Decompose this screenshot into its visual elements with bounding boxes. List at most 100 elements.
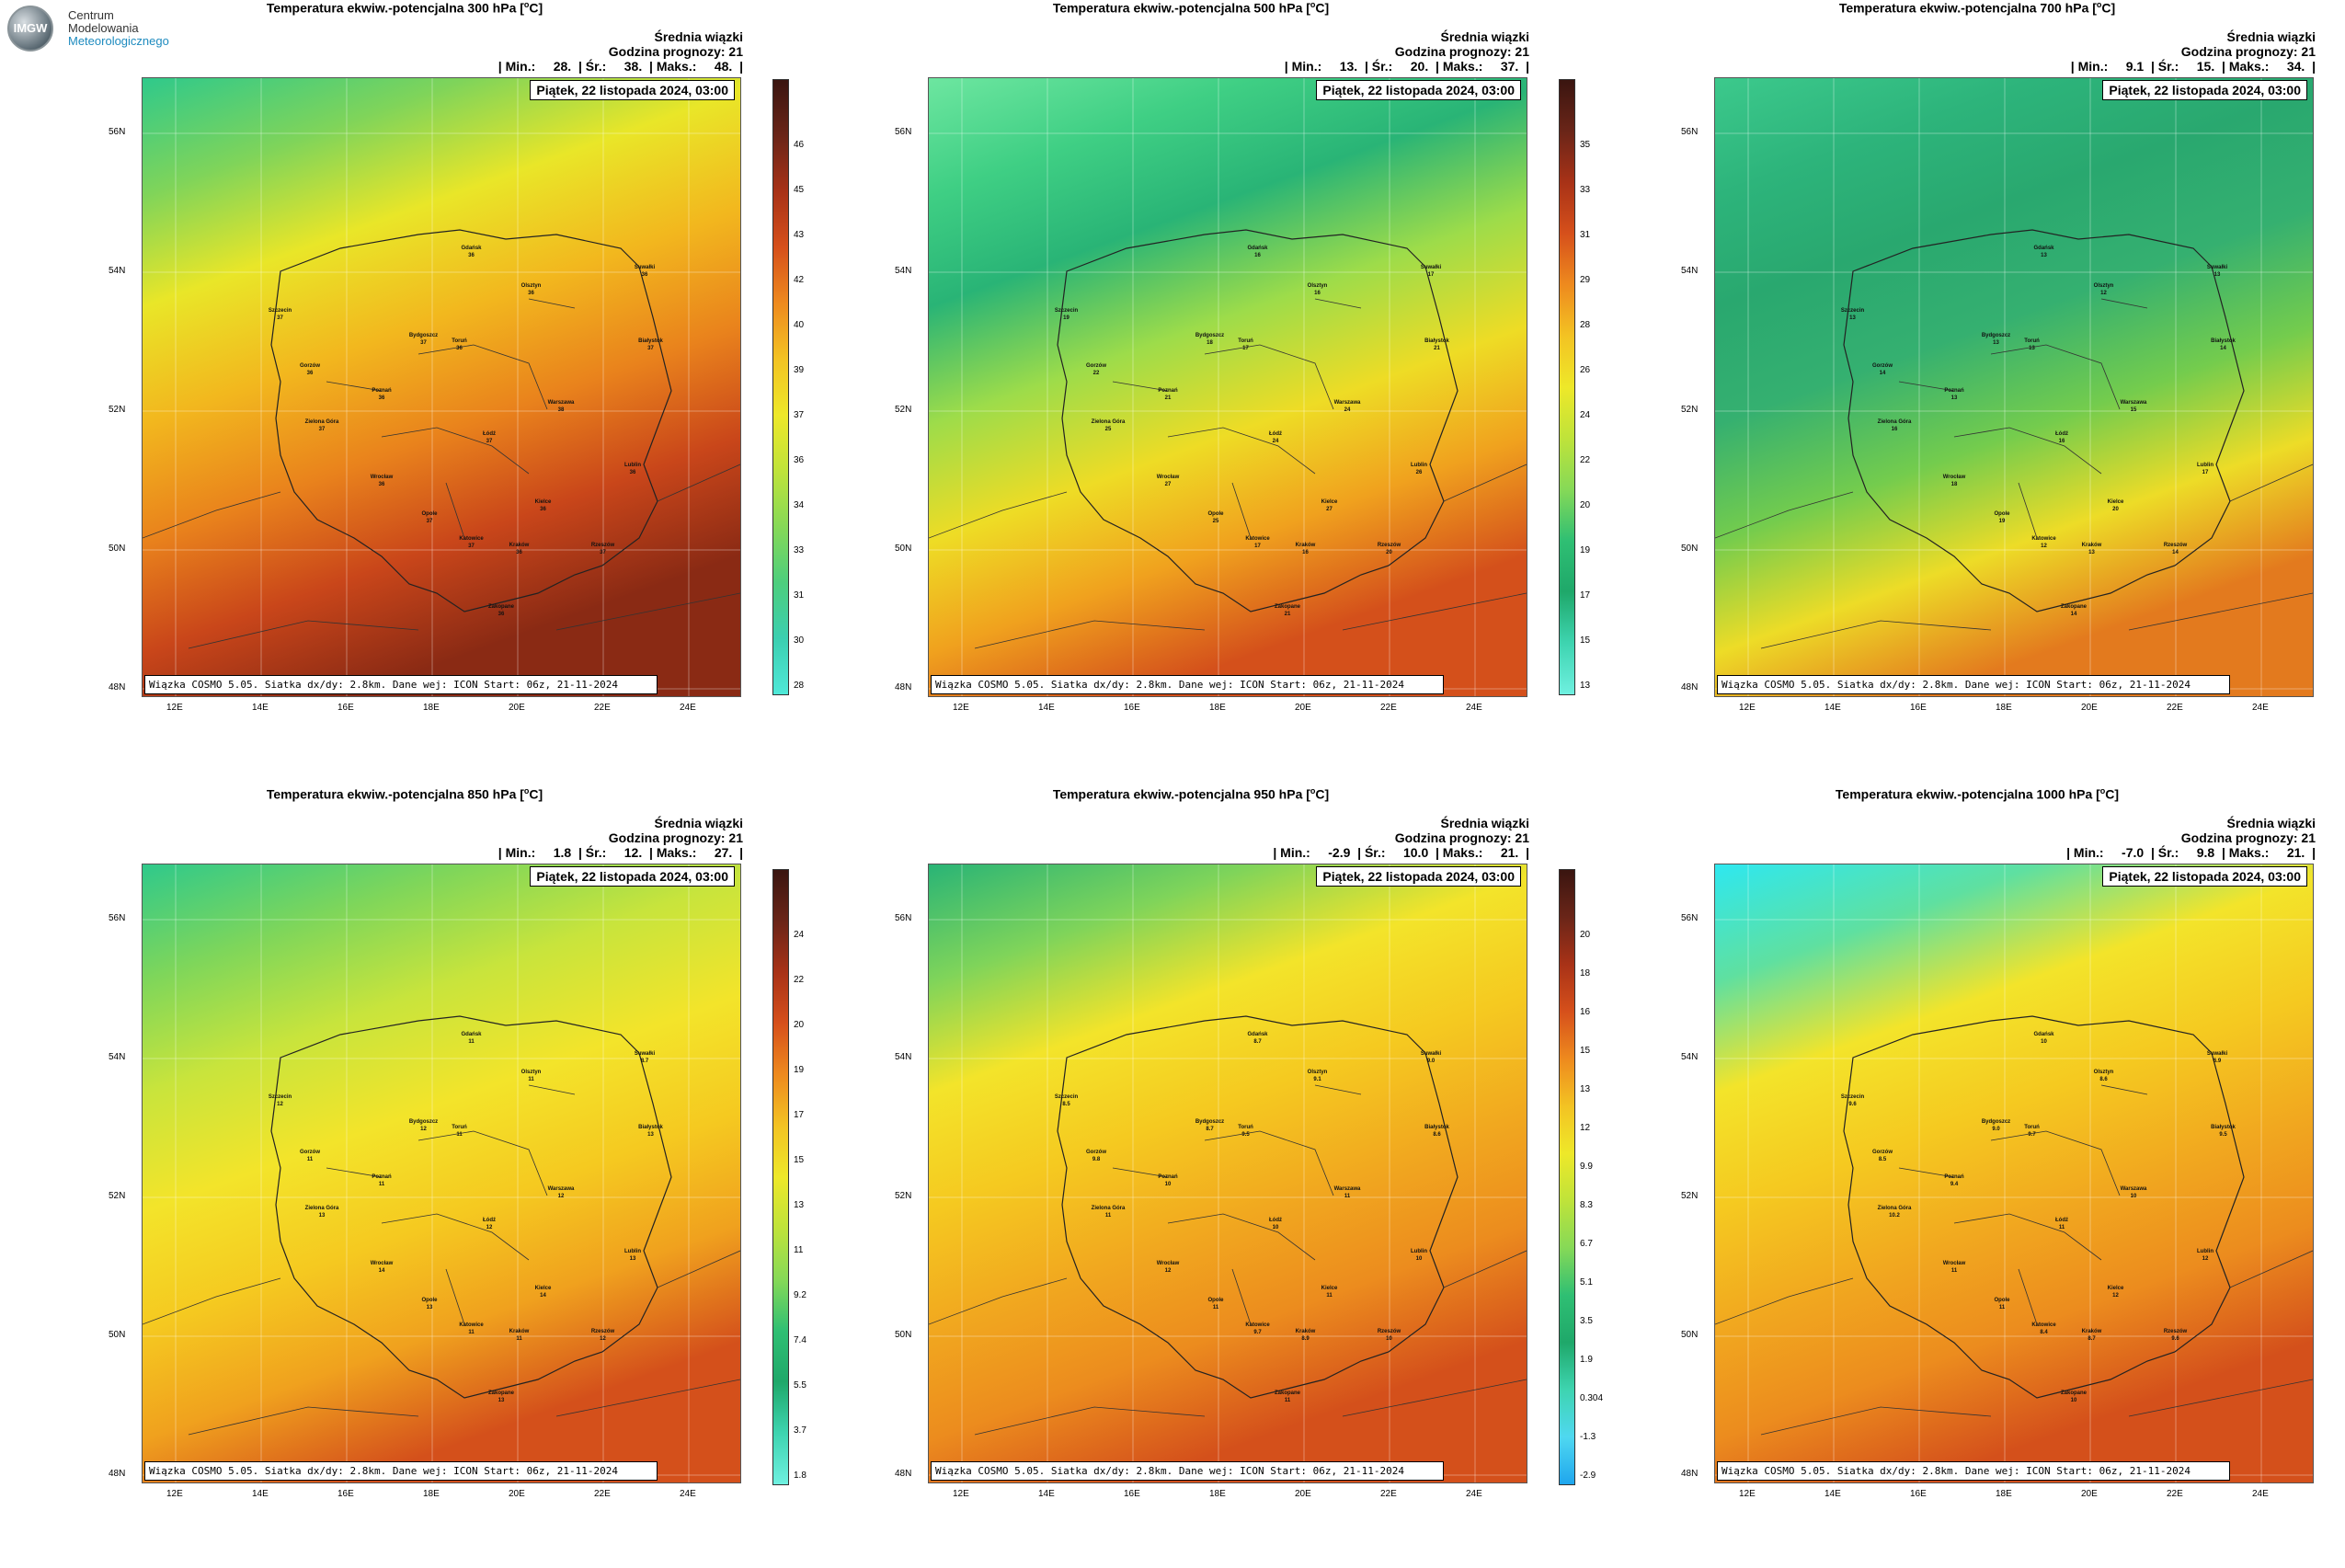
colorbar-tick: 18 [1580, 968, 1591, 979]
city-label: Toruń 13 [2024, 338, 2040, 352]
model-info: Wiązka COSMO 5.05. Siatka dx/dy: 2.8km. … [931, 1461, 1444, 1481]
colorbar [772, 79, 789, 695]
forecast-date: Piątek, 22 listopada 2024, 03:00 [2102, 80, 2307, 100]
city-label: Gorzów 22 [1086, 363, 1106, 377]
city-label: Zielona Góra 11 [1091, 1205, 1126, 1219]
city-label: Lublin 17 [2197, 462, 2213, 475]
city-label: Olsztyn 8.6 [2093, 1069, 2114, 1082]
latitude-label: 52N [1681, 405, 1699, 415]
colorbar-tick: 34 [794, 500, 805, 510]
longitude-label: 14E [1038, 703, 1055, 713]
panel-title: Temperatura ekwiw.-potencjalna 700 hPa [… [1838, 0, 2116, 16]
city-label: Toruń 36 [452, 338, 467, 352]
latitude-label: 54N [109, 1052, 126, 1062]
model-info: Wiązka COSMO 5.05. Siatka dx/dy: 2.8km. … [931, 675, 1444, 694]
panel-title: Temperatura ekwiw.-potencjalna 850 hPa [… [266, 786, 543, 802]
colorbar-tick: 16 [1580, 1007, 1591, 1017]
colorbar-tick: 13 [794, 1200, 805, 1210]
colorbar-tick: 0.304 [1580, 1393, 1604, 1403]
longitude-label: 12E [953, 1489, 969, 1499]
latitude-label: 48N [1681, 1469, 1699, 1479]
forecast-map[interactable]: Gdańsk 11 Suwałki 8.7 Olsztyn 11 Szczecin 12 Byd… [142, 864, 741, 1483]
city-label: Białystok 13 [638, 1125, 663, 1139]
colorbar-tick: 33 [794, 545, 805, 555]
city-label: Katowice 12 [2031, 536, 2056, 550]
city-label: Bydgoszcz 8.7 [1195, 1118, 1225, 1132]
city-label: Opole 11 [1207, 1298, 1224, 1311]
city-label: Kraków 16 [1295, 543, 1316, 555]
city-label: Kraków 11 [509, 1329, 530, 1342]
city-label: Kraków 8.7 [2081, 1329, 2102, 1342]
longitude-label: 16E [1910, 1489, 1927, 1499]
colorbar-tick: 37 [794, 410, 805, 420]
forecast-map[interactable]: Gdańsk 13 Suwałki 13 Olsztyn 12 Szczecin 13 Bydg… [1714, 77, 2314, 697]
longitude-label: 14E [252, 703, 269, 713]
forecast-date: Piątek, 22 listopada 2024, 03:00 [530, 80, 735, 100]
model-info: Wiązka COSMO 5.05. Siatka dx/dy: 2.8km. … [144, 1461, 658, 1481]
latitude-label: 56N [109, 913, 126, 923]
colorbar-tick: 39 [794, 365, 805, 375]
city-label: Łódź 16 [2055, 431, 2068, 445]
city-label: Kielce 11 [1321, 1285, 1338, 1299]
map-panel: Temperatura ekwiw.-potencjalna 700 hPa [… [1628, 0, 2345, 782]
city-label: Olsztyn 9.1 [1307, 1069, 1328, 1082]
latitude-label: 50N [1681, 1330, 1699, 1340]
latitude-label: 50N [895, 1330, 912, 1340]
city-label: Gdańsk 10 [2033, 1032, 2054, 1046]
model-info: Wiązka COSMO 5.05. Siatka dx/dy: 2.8km. … [1717, 675, 2230, 694]
colorbar-tick: 40 [794, 320, 805, 330]
city-label: Wrocław 27 [1156, 475, 1180, 488]
city-label: Białystok 9.5 [2211, 1125, 2236, 1139]
colorbar-tick: 13 [1580, 681, 1591, 691]
panel-stats: Średnia wiązki Godzina prognozy: 21 | Min.… [1273, 816, 1529, 860]
city-label: Lublin 26 [1411, 462, 1427, 475]
colorbar-tick: 5.1 [1580, 1277, 1593, 1288]
longitude-label: 12E [953, 703, 969, 713]
longitude-label: 24E [1466, 1489, 1482, 1499]
colorbar-tick: 42 [794, 275, 805, 285]
city-label: Zakopane 13 [487, 1391, 514, 1404]
latitude-label: 52N [109, 1191, 126, 1201]
city-label: Rzeszów 14 [2163, 543, 2188, 555]
map-panel: Temperatura ekwiw.-potencjalna 950 hPa [… [841, 786, 1623, 1568]
panel-stats: Średnia wiązki Godzina prognozy: 21 | Min.… [2070, 29, 2316, 74]
city-label: Opole 19 [1994, 511, 2010, 525]
panel-title: Temperatura ekwiw.-potencjalna 500 hPa [… [1052, 0, 1330, 16]
city-label: Opole 13 [421, 1298, 438, 1311]
forecast-map[interactable]: Gdańsk 36 Suwałki 36 Olsztyn 36 Szczecin 37 Bydg… [142, 77, 741, 697]
latitude-label: 56N [1681, 913, 1699, 923]
forecast-map[interactable]: Gdańsk 16 Suwałki 17 Olsztyn 16 Szczecin 19 Bydg… [928, 77, 1527, 697]
panel-stats: Średnia wiązki Godzina prognozy: 21 | Min.… [498, 816, 743, 860]
city-label: Zakopane 11 [1274, 1391, 1300, 1404]
panel-stats: Średnia wiązki Godzina prognozy: 21 | Min.… [498, 29, 743, 74]
city-label: Wrocław 14 [370, 1261, 394, 1275]
longitude-label: 12E [1739, 1489, 1756, 1499]
colorbar-tick: 12 [1580, 1123, 1591, 1133]
city-label: Poznań 13 [1944, 388, 1964, 401]
city-label: Zielona Góra 37 [304, 418, 339, 432]
city-label: Szczecin 37 [268, 307, 292, 321]
colorbar-tick: 29 [1580, 275, 1591, 285]
city-label: Gorzów 11 [300, 1150, 320, 1163]
logo-text: Centrum Modelowania Meteorologicznego [68, 8, 169, 48]
colorbar-tick: 20 [794, 1020, 805, 1030]
colorbar-tick: 13 [1580, 1084, 1591, 1094]
colorbar-tick: 9.9 [1580, 1162, 1593, 1172]
city-label: Opole 25 [1207, 511, 1224, 525]
panel-stats: Średnia wiązki Godzina prognozy: 21 | Min.… [1284, 29, 1529, 74]
colorbar-tick: 17 [794, 1110, 805, 1120]
forecast-map[interactable]: Gdańsk 10 Suwałki 6.9 Olsztyn 8.6 Szczecin 9.6 B… [1714, 864, 2314, 1483]
city-label: Wrocław 11 [1942, 1261, 1966, 1275]
city-label: Gdańsk 11 [461, 1032, 482, 1046]
colorbar-tick: 5.5 [794, 1380, 806, 1391]
city-label: Bydgoszcz 18 [1195, 332, 1225, 346]
longitude-label: 20E [509, 703, 525, 713]
colorbar-tick: 35 [1580, 140, 1591, 150]
city-label: Poznań 11 [372, 1174, 392, 1187]
forecast-map[interactable]: Gdańsk 8.7 Suwałki 9.0 Olsztyn 9.1 Szczecin 8.5… [928, 864, 1527, 1483]
longitude-label: 22E [2167, 1489, 2183, 1499]
latitude-label: 56N [895, 127, 912, 137]
longitude-label: 22E [2167, 703, 2183, 713]
city-label: Szczecin 8.5 [1054, 1093, 1079, 1107]
city-label: Białystok 8.6 [1424, 1125, 1449, 1139]
